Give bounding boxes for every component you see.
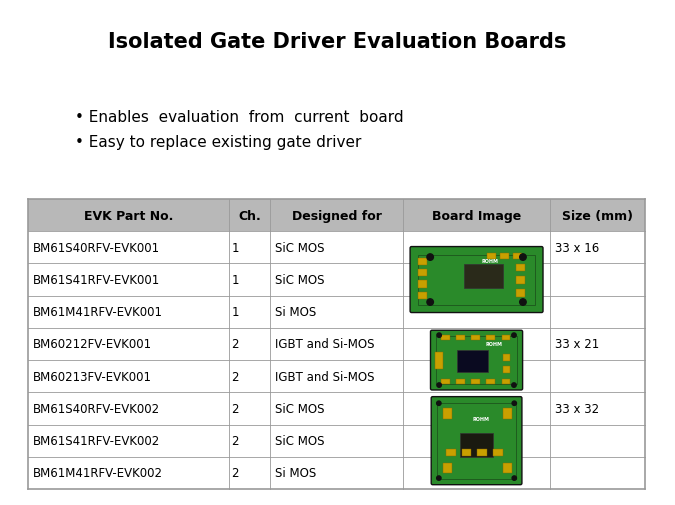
Bar bbox=[471, 335, 480, 340]
Text: ROHM: ROHM bbox=[486, 341, 503, 346]
Text: Size (mm): Size (mm) bbox=[562, 209, 633, 222]
Bar bbox=[28, 328, 645, 361]
Circle shape bbox=[437, 401, 441, 406]
Bar bbox=[502, 335, 510, 340]
Text: 2: 2 bbox=[232, 467, 239, 479]
Text: BM61S41RFV-EVK002: BM61S41RFV-EVK002 bbox=[33, 434, 160, 447]
Bar bbox=[477, 449, 487, 456]
Bar bbox=[464, 265, 502, 289]
Text: 33 x 16: 33 x 16 bbox=[556, 241, 599, 255]
Text: EVK Part No.: EVK Part No. bbox=[84, 209, 173, 222]
FancyBboxPatch shape bbox=[410, 247, 543, 313]
Text: • Enables  evaluation  from  current  board: • Enables evaluation from current board bbox=[75, 110, 404, 125]
Bar bbox=[456, 351, 488, 372]
Circle shape bbox=[427, 255, 433, 261]
Text: Board Image: Board Image bbox=[432, 209, 521, 222]
Bar bbox=[516, 277, 524, 284]
Bar bbox=[513, 254, 522, 260]
Text: SiC MOS: SiC MOS bbox=[275, 402, 325, 415]
Bar bbox=[418, 258, 427, 266]
Bar bbox=[418, 292, 427, 299]
Bar bbox=[28, 361, 645, 392]
Text: BM60213FV-EVK001: BM60213FV-EVK001 bbox=[33, 370, 152, 383]
Bar bbox=[443, 463, 452, 473]
Circle shape bbox=[512, 383, 516, 387]
Text: Designed for: Designed for bbox=[292, 209, 381, 222]
Bar bbox=[487, 335, 495, 340]
Bar bbox=[487, 254, 496, 260]
Circle shape bbox=[520, 255, 526, 261]
Text: Ch.: Ch. bbox=[238, 209, 261, 222]
Text: IGBT and Si-MOS: IGBT and Si-MOS bbox=[275, 338, 375, 351]
Text: BM61M41RFV-EVK002: BM61M41RFV-EVK002 bbox=[33, 467, 163, 479]
Bar bbox=[28, 457, 645, 489]
Bar bbox=[435, 352, 443, 369]
Bar bbox=[503, 409, 512, 419]
Text: 1: 1 bbox=[232, 241, 239, 255]
Bar bbox=[418, 269, 427, 277]
Bar bbox=[487, 380, 495, 385]
Circle shape bbox=[520, 299, 526, 306]
Text: SiC MOS: SiC MOS bbox=[275, 274, 325, 286]
Bar bbox=[441, 335, 450, 340]
Bar bbox=[493, 449, 503, 456]
Circle shape bbox=[512, 401, 516, 406]
Text: BM61S40RFV-EVK001: BM61S40RFV-EVK001 bbox=[33, 241, 160, 255]
Bar bbox=[437, 402, 516, 479]
Bar bbox=[504, 366, 510, 373]
Bar bbox=[418, 281, 427, 288]
Bar bbox=[462, 449, 471, 456]
Bar bbox=[504, 355, 510, 362]
Text: 2: 2 bbox=[232, 402, 239, 415]
Bar bbox=[500, 254, 509, 260]
Text: ROHM: ROHM bbox=[472, 416, 489, 421]
Bar bbox=[516, 264, 524, 272]
Bar bbox=[28, 296, 645, 328]
Bar bbox=[441, 380, 450, 385]
Text: 2: 2 bbox=[232, 370, 239, 383]
Bar bbox=[456, 335, 465, 340]
Text: SiC MOS: SiC MOS bbox=[275, 241, 325, 255]
Bar bbox=[418, 255, 535, 305]
Bar bbox=[502, 380, 510, 385]
Text: • Easy to replace existing gate driver: • Easy to replace existing gate driver bbox=[75, 135, 361, 149]
Circle shape bbox=[437, 333, 441, 338]
Circle shape bbox=[437, 476, 441, 480]
Text: 33 x 21: 33 x 21 bbox=[556, 338, 599, 351]
Bar bbox=[28, 264, 645, 296]
Bar bbox=[456, 380, 465, 385]
Text: BM61M41RFV-EVK001: BM61M41RFV-EVK001 bbox=[33, 306, 163, 319]
Text: 33 x 32: 33 x 32 bbox=[556, 402, 599, 415]
FancyBboxPatch shape bbox=[431, 397, 522, 485]
Bar bbox=[460, 433, 493, 457]
Bar bbox=[28, 199, 645, 232]
Bar bbox=[28, 392, 645, 425]
Text: IGBT and Si-MOS: IGBT and Si-MOS bbox=[275, 370, 375, 383]
Text: Si MOS: Si MOS bbox=[275, 306, 317, 319]
Text: 1: 1 bbox=[232, 274, 239, 286]
Bar bbox=[28, 232, 645, 264]
Bar bbox=[443, 409, 452, 419]
Text: SiC MOS: SiC MOS bbox=[275, 434, 325, 447]
Bar bbox=[437, 336, 516, 384]
Bar bbox=[503, 463, 512, 473]
Text: ROHM: ROHM bbox=[481, 259, 498, 264]
Text: 2: 2 bbox=[232, 338, 239, 351]
Text: 1: 1 bbox=[232, 306, 239, 319]
Circle shape bbox=[427, 299, 433, 306]
Text: BM61S41RFV-EVK001: BM61S41RFV-EVK001 bbox=[33, 274, 160, 286]
Text: BM60212FV-EVK001: BM60212FV-EVK001 bbox=[33, 338, 152, 351]
Circle shape bbox=[437, 383, 441, 387]
Bar bbox=[28, 425, 645, 457]
Text: 2: 2 bbox=[232, 434, 239, 447]
Text: Isolated Gate Driver Evaluation Boards: Isolated Gate Driver Evaluation Boards bbox=[108, 32, 567, 52]
Text: Si MOS: Si MOS bbox=[275, 467, 317, 479]
Bar bbox=[471, 380, 480, 385]
Text: BM61S40RFV-EVK002: BM61S40RFV-EVK002 bbox=[33, 402, 160, 415]
Circle shape bbox=[512, 476, 516, 480]
FancyBboxPatch shape bbox=[431, 331, 522, 390]
Circle shape bbox=[512, 333, 516, 338]
Bar bbox=[446, 449, 456, 456]
Bar bbox=[516, 289, 524, 297]
